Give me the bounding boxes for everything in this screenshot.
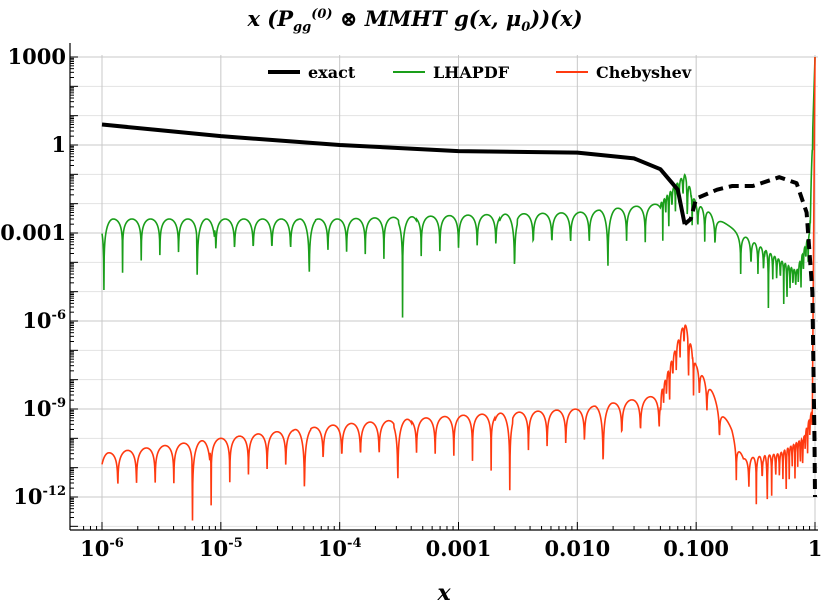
x-tick-label: 0.001 <box>426 536 492 561</box>
x-tick-label: 0.010 <box>544 536 610 561</box>
legend-label: Chebyshev <box>596 63 692 82</box>
x-tick-label: 0.100 <box>663 536 729 561</box>
y-tick-label: 10-9 <box>22 396 66 421</box>
y-tick-label: 0.001 <box>0 220 66 245</box>
series-line-exact-solid <box>101 122 687 225</box>
y-tick-label: 1 <box>51 132 66 157</box>
legend: exact LHAPDF Chebyshev <box>268 63 692 82</box>
x-tick-label: 1 <box>808 536 823 561</box>
series-exact <box>101 122 817 498</box>
y-tick-label: 10-6 <box>22 308 66 333</box>
series-line-exact-dashed <box>683 175 817 498</box>
legend-label: LHAPDF <box>433 63 510 82</box>
legend-label: exact <box>308 63 356 82</box>
x-tick-label: 10-4 <box>318 536 362 561</box>
series-chebyshev <box>101 56 816 521</box>
grid <box>70 55 818 530</box>
y-tick-label: 1000 <box>8 44 66 69</box>
x-tick-label: 10-5 <box>199 536 243 561</box>
chart-title: x (Pgg(0) ⊗ MMHT g(x, μ0))(x) <box>247 6 583 36</box>
x-axis-title: x <box>436 580 451 606</box>
series-line-chebyshev <box>101 56 816 521</box>
y-tick-label: 10-12 <box>13 484 66 509</box>
x-tick-label: 10-6 <box>80 536 124 561</box>
